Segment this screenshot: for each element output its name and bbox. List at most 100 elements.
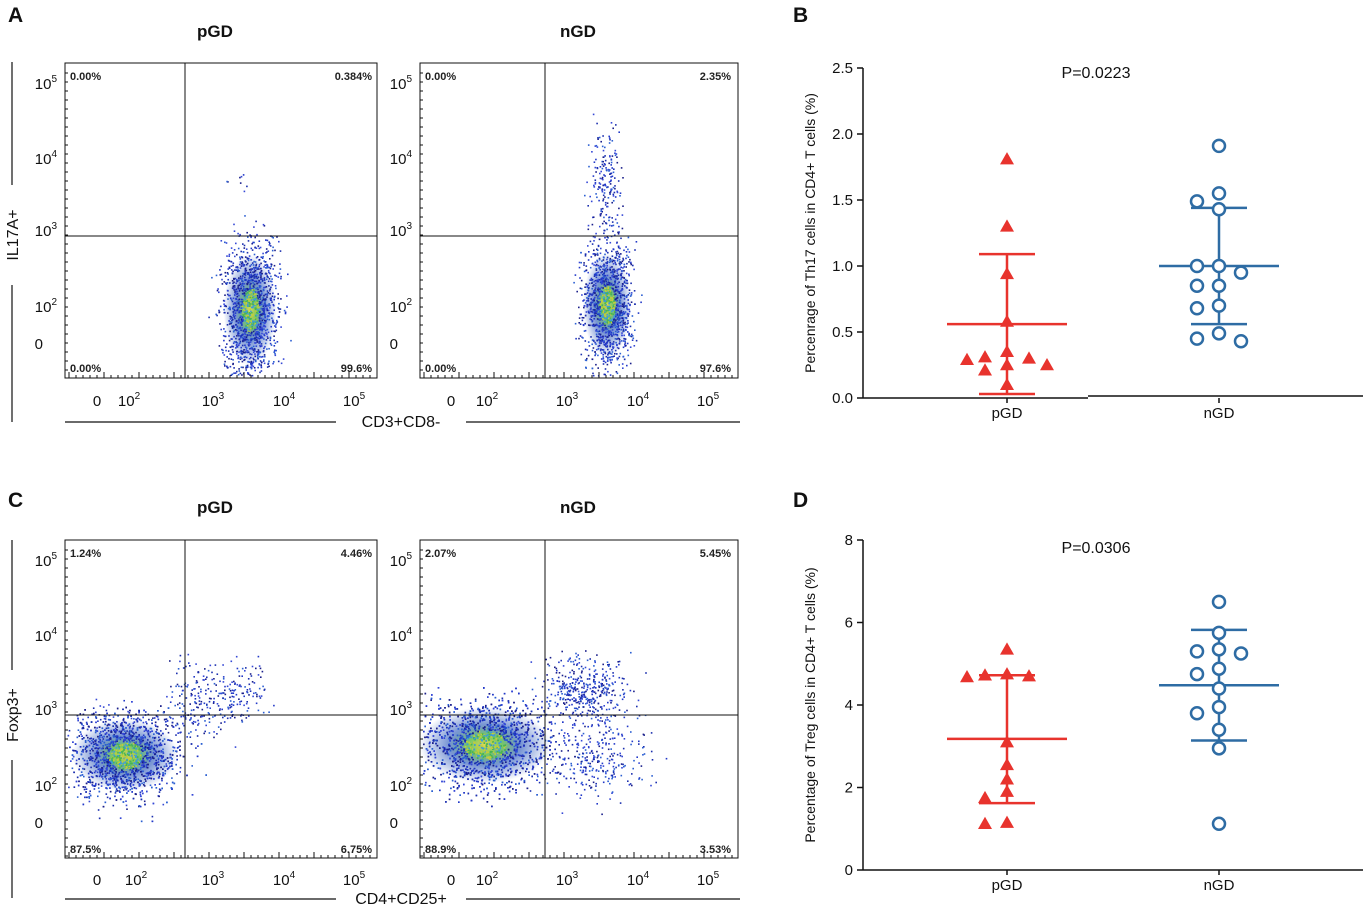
event-dot: [107, 764, 110, 766]
event-dot: [241, 282, 244, 285]
event-dot: [139, 793, 142, 796]
event-dot: [250, 247, 253, 250]
event-dot: [601, 222, 604, 225]
event-dot: [227, 350, 230, 352]
event-dot: [611, 175, 614, 178]
event-dot: [133, 721, 136, 723]
event-dot: [238, 344, 240, 346]
event-dot: [112, 804, 115, 807]
event-dot: [103, 761, 106, 764]
event-dot: [630, 292, 633, 294]
event-dot: [229, 346, 232, 349]
event-dot: [266, 276, 269, 278]
event-dot: [608, 181, 611, 183]
event-dot: [250, 289, 252, 291]
event-dot: [606, 258, 608, 261]
event-dot: [597, 335, 599, 338]
event-dot: [228, 339, 231, 342]
event-dot: [108, 772, 110, 774]
event-dot: [601, 329, 604, 331]
event-dot: [262, 312, 264, 315]
event-dot: [238, 298, 241, 301]
event-dot: [250, 295, 253, 298]
event-dot: [266, 328, 269, 331]
event-dot: [242, 272, 244, 275]
event-dot: [99, 734, 101, 737]
event-dot: [146, 722, 148, 725]
event-dot: [591, 282, 593, 284]
event-dot: [260, 345, 263, 347]
event-dot: [126, 740, 128, 743]
event-dot: [282, 358, 285, 360]
event-dot: [603, 323, 606, 325]
event-dot: [267, 280, 270, 283]
event-dot: [147, 743, 149, 746]
event-dot: [594, 179, 597, 181]
event-dot: [165, 763, 168, 765]
event-dot: [592, 323, 595, 326]
event-dot: [139, 745, 142, 748]
event-dot: [584, 329, 587, 332]
event-dot: [618, 338, 620, 340]
event-dot: [622, 355, 625, 358]
event-dot: [596, 249, 599, 251]
event-dot: [598, 297, 601, 300]
event-dot: [252, 290, 255, 292]
event-dot: [156, 728, 158, 731]
event-dot: [120, 732, 122, 734]
event-dot: [153, 737, 156, 739]
event-dot: [276, 236, 278, 238]
event-dot: [244, 356, 246, 358]
event-dot: [588, 294, 591, 297]
event-dot: [86, 723, 88, 725]
event-dot: [242, 251, 245, 253]
event-dot: [591, 151, 593, 153]
event-dot: [595, 274, 597, 276]
event-dot: [597, 264, 599, 267]
event-dot: [219, 269, 221, 271]
density-dots: [573, 113, 643, 377]
event-dot: [165, 765, 168, 767]
event-dot: [608, 302, 610, 305]
event-dot: [270, 325, 272, 328]
event-dot: [620, 340, 623, 342]
event-dot: [597, 367, 599, 369]
event-dot: [129, 777, 132, 780]
event-dot: [598, 186, 600, 188]
event-dot: [589, 310, 592, 313]
event-dot: [260, 364, 262, 366]
event-dot: [127, 737, 129, 739]
event-dot: [245, 365, 248, 367]
event-dot: [136, 720, 139, 723]
event-dot: [594, 254, 596, 257]
event-dot: [229, 282, 231, 284]
event-dot: [98, 817, 101, 820]
event-dot: [630, 333, 633, 336]
event-dot: [592, 216, 594, 219]
event-dot: [136, 719, 138, 721]
event-dot: [630, 294, 633, 296]
event-dot: [241, 277, 244, 279]
event-dot: [612, 355, 614, 358]
event-dot: [606, 299, 608, 301]
event-dot: [138, 718, 141, 721]
event-dot: [589, 279, 591, 281]
event-dot: [104, 718, 107, 720]
event-dot: [239, 316, 241, 319]
event-dot: [142, 757, 144, 760]
event-dot: [621, 317, 624, 319]
event-dot: [149, 746, 151, 749]
event-dot: [263, 311, 265, 314]
event-dot: [161, 779, 163, 782]
event-dot: [599, 306, 601, 308]
event-dot: [124, 730, 126, 732]
x-bracket-gap: [336, 892, 466, 909]
event-dot: [623, 266, 625, 268]
event-dot: [130, 780, 132, 782]
event-dot: [127, 774, 129, 777]
event-dot: [581, 336, 583, 339]
event-dot: [120, 723, 122, 725]
event-dot: [599, 281, 602, 283]
event-dot: [245, 325, 247, 327]
event-dot: [599, 279, 601, 281]
